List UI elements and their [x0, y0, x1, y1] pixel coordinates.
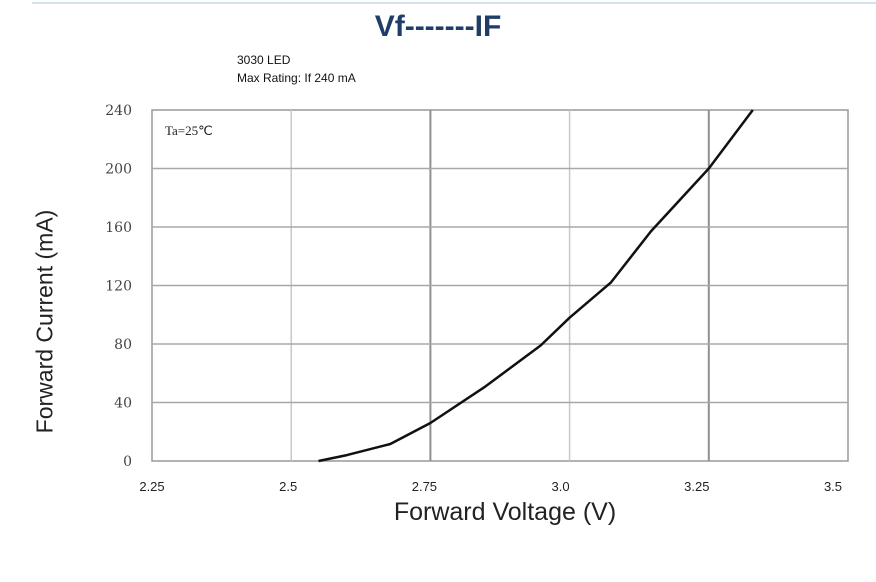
series-line-if — [318, 109, 754, 463]
subtitle-rating: Max Rating: If 240 mA — [237, 71, 356, 85]
y-tick-label: 40 — [114, 396, 132, 412]
y-axis-label: Forward Current (mA) — [31, 209, 58, 434]
y-tick-label: 200 — [105, 162, 132, 178]
temperature-annotation: Ta=25℃ — [165, 123, 213, 138]
x-tick-label: 3.25 — [684, 479, 709, 494]
x-tick-label: 3.0 — [552, 479, 570, 494]
subtitle-model: 3030 LED — [237, 53, 291, 67]
y-tick-label: 120 — [105, 279, 132, 295]
top-rule — [32, 2, 876, 4]
y-tick-label: 160 — [105, 220, 132, 236]
chart-title: Vf-------IF — [374, 10, 502, 43]
y-tick-label: 240 — [105, 103, 132, 119]
y-tick-label: 0 — [123, 454, 132, 470]
y-tick-label: 80 — [114, 337, 132, 353]
x-tick-label: 2.25 — [139, 479, 164, 494]
x-tick-label: 3.5 — [824, 479, 842, 494]
x-axis-label: Forward Voltage (V) — [393, 498, 617, 526]
x-tick-label: 2.5 — [279, 479, 297, 494]
x-tick-label: 2.75 — [412, 479, 437, 494]
